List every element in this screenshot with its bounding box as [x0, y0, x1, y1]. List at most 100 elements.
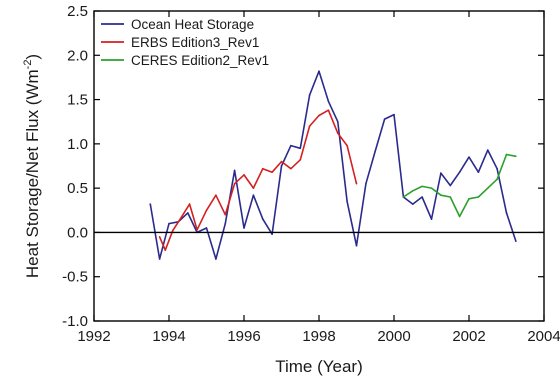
series-point	[440, 172, 442, 174]
series-point	[440, 194, 442, 197]
series-point	[271, 171, 273, 173]
series-point	[299, 159, 302, 161]
series-point	[299, 147, 302, 150]
y-tick-label: 0.0	[67, 224, 88, 241]
series-point	[383, 118, 386, 120]
series-point	[271, 233, 273, 235]
series-point	[355, 182, 358, 185]
series-point	[280, 165, 283, 167]
series-point	[336, 120, 339, 123]
legend-label: CERES Edition2_Rev1	[131, 53, 269, 68]
series-point	[393, 113, 395, 116]
series-point	[261, 218, 264, 220]
series-point	[243, 174, 245, 176]
x-tick-label: 1998	[302, 328, 335, 345]
y-axis-title-main: Heat Storage/Net Flux (Wm	[23, 69, 42, 278]
series-point	[186, 212, 189, 214]
series-point	[402, 196, 405, 198]
series-point	[224, 213, 227, 216]
y-tick-label: 2.0	[67, 47, 88, 64]
series-point	[458, 171, 461, 173]
series-point	[158, 258, 161, 260]
x-tick-label: 1996	[227, 328, 260, 345]
series-point	[215, 258, 217, 260]
series-point	[327, 109, 330, 111]
series-point	[280, 160, 283, 163]
legend-label: Ocean Heat Storage	[131, 17, 254, 32]
series-point	[374, 150, 377, 152]
series-point	[515, 155, 517, 158]
series-point	[430, 218, 433, 220]
legend-label: ERBS Edition3_Rev1	[131, 35, 259, 50]
series-point	[477, 196, 480, 198]
series-point	[411, 190, 414, 192]
series-point	[458, 215, 461, 218]
series-point	[188, 203, 191, 205]
y-tick-label: -0.5	[62, 269, 88, 286]
series-point	[261, 167, 264, 170]
series-line-3	[402, 153, 517, 218]
series-point	[449, 184, 452, 187]
x-axis-title: Time (Year)	[275, 357, 363, 376]
series-point	[179, 218, 182, 220]
series-point	[468, 197, 470, 200]
series-point	[355, 244, 358, 247]
y-tick-label: 0.5	[67, 180, 88, 197]
series-point	[411, 203, 414, 205]
series-point	[421, 196, 423, 198]
series-point	[496, 178, 498, 181]
series-point	[158, 236, 161, 238]
series-point	[346, 144, 348, 147]
series-point	[515, 240, 517, 243]
series-point	[336, 132, 339, 135]
y-axis-title: Heat Storage/Net Flux (Wm-2)	[22, 54, 42, 278]
x-tick-label: 1994	[152, 328, 185, 345]
series-point	[233, 182, 236, 185]
series-point	[215, 194, 217, 197]
series-point	[252, 194, 255, 197]
series-point	[164, 249, 167, 251]
x-tick-label: 2002	[452, 328, 485, 345]
series-point	[318, 114, 320, 117]
y-tick-label: -1.0	[62, 313, 88, 330]
series-line-1	[149, 70, 517, 260]
series-point	[365, 182, 367, 185]
series-point	[505, 153, 508, 156]
y-axis-title-sup: -2	[22, 60, 34, 70]
x-tick-label: 2000	[377, 328, 410, 345]
series-line-2	[158, 109, 358, 251]
series-point	[308, 125, 311, 127]
y-tick-label: 1.5	[67, 92, 88, 109]
series-point	[243, 227, 245, 229]
series-point	[421, 185, 423, 188]
series-point	[205, 227, 208, 229]
y-tick-label: 1.0	[67, 136, 88, 153]
series-point	[496, 167, 498, 170]
series-point	[149, 203, 152, 205]
series-point	[252, 187, 255, 189]
series-point	[346, 200, 348, 203]
series-point	[224, 222, 227, 225]
y-axis-title-suffix: )	[23, 54, 42, 60]
series-point	[168, 222, 170, 225]
ticks-layer: 1992 1994 1996 1998 2000 2002 2004 -1.0 -0.5 0.0 0…	[62, 3, 560, 345]
series-point	[477, 171, 480, 173]
series-point	[290, 144, 292, 147]
series-point	[290, 167, 292, 170]
series-point	[308, 94, 311, 96]
series-point	[318, 70, 320, 73]
series-point	[505, 212, 508, 214]
legend: Ocean Heat Storage ERBS Edition3_Rev1 CERE…	[101, 17, 269, 68]
x-tick-label: 1992	[77, 328, 110, 345]
series-point	[171, 229, 174, 232]
series-point	[486, 187, 489, 189]
series-point	[486, 149, 489, 151]
series-layer	[149, 70, 517, 260]
y-tick-label: 2.5	[67, 3, 88, 20]
series-point	[468, 156, 470, 158]
series-point	[205, 209, 208, 212]
series-point	[449, 196, 452, 198]
series-point	[196, 228, 198, 231]
series-point	[233, 169, 236, 172]
